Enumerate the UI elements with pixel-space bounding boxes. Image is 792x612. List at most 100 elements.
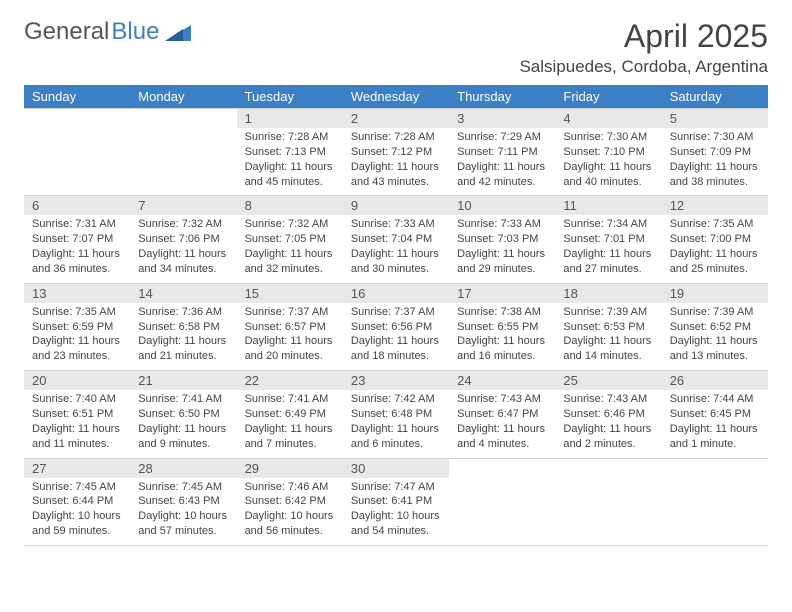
day-details: Sunrise: 7:41 AMSunset: 6:50 PMDaylight:… [130,390,236,457]
location-text: Salsipuedes, Cordoba, Argentina [519,57,768,77]
brand-part1: General [24,18,109,46]
day-details: Sunrise: 7:41 AMSunset: 6:49 PMDaylight:… [237,390,343,457]
dayname-monday: Monday [130,85,236,109]
day-number: 30 [343,459,449,478]
day-number: 1 [237,109,343,128]
day-number: 23 [343,371,449,390]
day-details: Sunrise: 7:38 AMSunset: 6:55 PMDaylight:… [449,303,555,370]
day-details: Sunrise: 7:36 AMSunset: 6:58 PMDaylight:… [130,303,236,370]
day-details: Sunrise: 7:32 AMSunset: 7:05 PMDaylight:… [237,215,343,282]
day-number: 19 [662,284,768,303]
day-number: 21 [130,371,236,390]
day-details: Sunrise: 7:30 AMSunset: 7:10 PMDaylight:… [555,128,661,195]
day-cell-empty: .. [24,109,130,196]
day-cell-10: 10Sunrise: 7:33 AMSunset: 7:03 PMDayligh… [449,196,555,283]
day-details: Sunrise: 7:33 AMSunset: 7:03 PMDaylight:… [449,215,555,282]
day-cell-6: 6Sunrise: 7:31 AMSunset: 7:07 PMDaylight… [24,196,130,283]
day-number: 4 [555,109,661,128]
day-number: 6 [24,196,130,215]
day-cell-9: 9Sunrise: 7:33 AMSunset: 7:04 PMDaylight… [343,196,449,283]
dayname-saturday: Saturday [662,85,768,109]
day-cell-4: 4Sunrise: 7:30 AMSunset: 7:10 PMDaylight… [555,109,661,196]
calendar-body: ....1Sunrise: 7:28 AMSunset: 7:13 PMDayl… [24,109,768,546]
day-cell-24: 24Sunrise: 7:43 AMSunset: 6:47 PMDayligh… [449,371,555,458]
day-number: 2 [343,109,449,128]
day-number: 11 [555,196,661,215]
calendar-row: ....1Sunrise: 7:28 AMSunset: 7:13 PMDayl… [24,109,768,196]
calendar-head: SundayMondayTuesdayWednesdayThursdayFrid… [24,85,768,109]
day-cell-26: 26Sunrise: 7:44 AMSunset: 6:45 PMDayligh… [662,371,768,458]
day-cell-21: 21Sunrise: 7:41 AMSunset: 6:50 PMDayligh… [130,371,236,458]
day-number: 29 [237,459,343,478]
day-cell-2: 2Sunrise: 7:28 AMSunset: 7:12 PMDaylight… [343,109,449,196]
day-details: Sunrise: 7:31 AMSunset: 7:07 PMDaylight:… [24,215,130,282]
day-details: Sunrise: 7:40 AMSunset: 6:51 PMDaylight:… [24,390,130,457]
day-details: Sunrise: 7:47 AMSunset: 6:41 PMDaylight:… [343,478,449,545]
day-number: 13 [24,284,130,303]
dayname-wednesday: Wednesday [343,85,449,109]
calendar-table: SundayMondayTuesdayWednesdayThursdayFrid… [24,85,768,546]
day-number: 10 [449,196,555,215]
day-details: Sunrise: 7:35 AMSunset: 7:00 PMDaylight:… [662,215,768,282]
day-cell-8: 8Sunrise: 7:32 AMSunset: 7:05 PMDaylight… [237,196,343,283]
brand-logo: GeneralBlue [24,18,191,46]
day-cell-15: 15Sunrise: 7:37 AMSunset: 6:57 PMDayligh… [237,283,343,370]
day-details: Sunrise: 7:46 AMSunset: 6:42 PMDaylight:… [237,478,343,545]
day-number: 12 [662,196,768,215]
brand-part2: Blue [111,18,159,46]
day-number: 26 [662,371,768,390]
calendar-row: 6Sunrise: 7:31 AMSunset: 7:07 PMDaylight… [24,196,768,283]
day-cell-18: 18Sunrise: 7:39 AMSunset: 6:53 PMDayligh… [555,283,661,370]
day-cell-17: 17Sunrise: 7:38 AMSunset: 6:55 PMDayligh… [449,283,555,370]
day-details: Sunrise: 7:39 AMSunset: 6:52 PMDaylight:… [662,303,768,370]
day-number: 24 [449,371,555,390]
day-details: Sunrise: 7:39 AMSunset: 6:53 PMDaylight:… [555,303,661,370]
day-details: Sunrise: 7:42 AMSunset: 6:48 PMDaylight:… [343,390,449,457]
header: GeneralBlue April 2025 Salsipuedes, Cord… [24,18,768,77]
day-details: Sunrise: 7:29 AMSunset: 7:11 PMDaylight:… [449,128,555,195]
day-cell-empty: .. [449,458,555,545]
day-cell-empty: .. [662,458,768,545]
day-number: 15 [237,284,343,303]
day-details: Sunrise: 7:43 AMSunset: 6:47 PMDaylight:… [449,390,555,457]
day-number: 22 [237,371,343,390]
day-number: 8 [237,196,343,215]
day-number: 5 [662,109,768,128]
day-number: 7 [130,196,236,215]
day-number: 9 [343,196,449,215]
day-cell-13: 13Sunrise: 7:35 AMSunset: 6:59 PMDayligh… [24,283,130,370]
day-details: Sunrise: 7:33 AMSunset: 7:04 PMDaylight:… [343,215,449,282]
day-details: Sunrise: 7:37 AMSunset: 6:57 PMDaylight:… [237,303,343,370]
calendar-row: 13Sunrise: 7:35 AMSunset: 6:59 PMDayligh… [24,283,768,370]
day-cell-12: 12Sunrise: 7:35 AMSunset: 7:00 PMDayligh… [662,196,768,283]
title-block: April 2025 Salsipuedes, Cordoba, Argenti… [519,18,768,77]
day-number: 18 [555,284,661,303]
day-number: 17 [449,284,555,303]
day-details: Sunrise: 7:37 AMSunset: 6:56 PMDaylight:… [343,303,449,370]
day-number: 27 [24,459,130,478]
day-details: Sunrise: 7:45 AMSunset: 6:43 PMDaylight:… [130,478,236,545]
day-number: 25 [555,371,661,390]
day-cell-16: 16Sunrise: 7:37 AMSunset: 6:56 PMDayligh… [343,283,449,370]
day-cell-22: 22Sunrise: 7:41 AMSunset: 6:49 PMDayligh… [237,371,343,458]
day-details: Sunrise: 7:45 AMSunset: 6:44 PMDaylight:… [24,478,130,545]
day-number: 14 [130,284,236,303]
day-cell-20: 20Sunrise: 7:40 AMSunset: 6:51 PMDayligh… [24,371,130,458]
day-details: Sunrise: 7:35 AMSunset: 6:59 PMDaylight:… [24,303,130,370]
day-details: Sunrise: 7:28 AMSunset: 7:12 PMDaylight:… [343,128,449,195]
day-details: Sunrise: 7:34 AMSunset: 7:01 PMDaylight:… [555,215,661,282]
day-cell-30: 30Sunrise: 7:47 AMSunset: 6:41 PMDayligh… [343,458,449,545]
dayname-friday: Friday [555,85,661,109]
day-details: Sunrise: 7:28 AMSunset: 7:13 PMDaylight:… [237,128,343,195]
day-cell-empty: .. [130,109,236,196]
day-cell-27: 27Sunrise: 7:45 AMSunset: 6:44 PMDayligh… [24,458,130,545]
dayname-tuesday: Tuesday [237,85,343,109]
day-number: 16 [343,284,449,303]
day-details: Sunrise: 7:44 AMSunset: 6:45 PMDaylight:… [662,390,768,457]
day-details: Sunrise: 7:43 AMSunset: 6:46 PMDaylight:… [555,390,661,457]
day-details: Sunrise: 7:32 AMSunset: 7:06 PMDaylight:… [130,215,236,282]
calendar-row: 27Sunrise: 7:45 AMSunset: 6:44 PMDayligh… [24,458,768,545]
day-cell-25: 25Sunrise: 7:43 AMSunset: 6:46 PMDayligh… [555,371,661,458]
calendar-row: 20Sunrise: 7:40 AMSunset: 6:51 PMDayligh… [24,371,768,458]
logo-triangle-icon [165,23,191,41]
